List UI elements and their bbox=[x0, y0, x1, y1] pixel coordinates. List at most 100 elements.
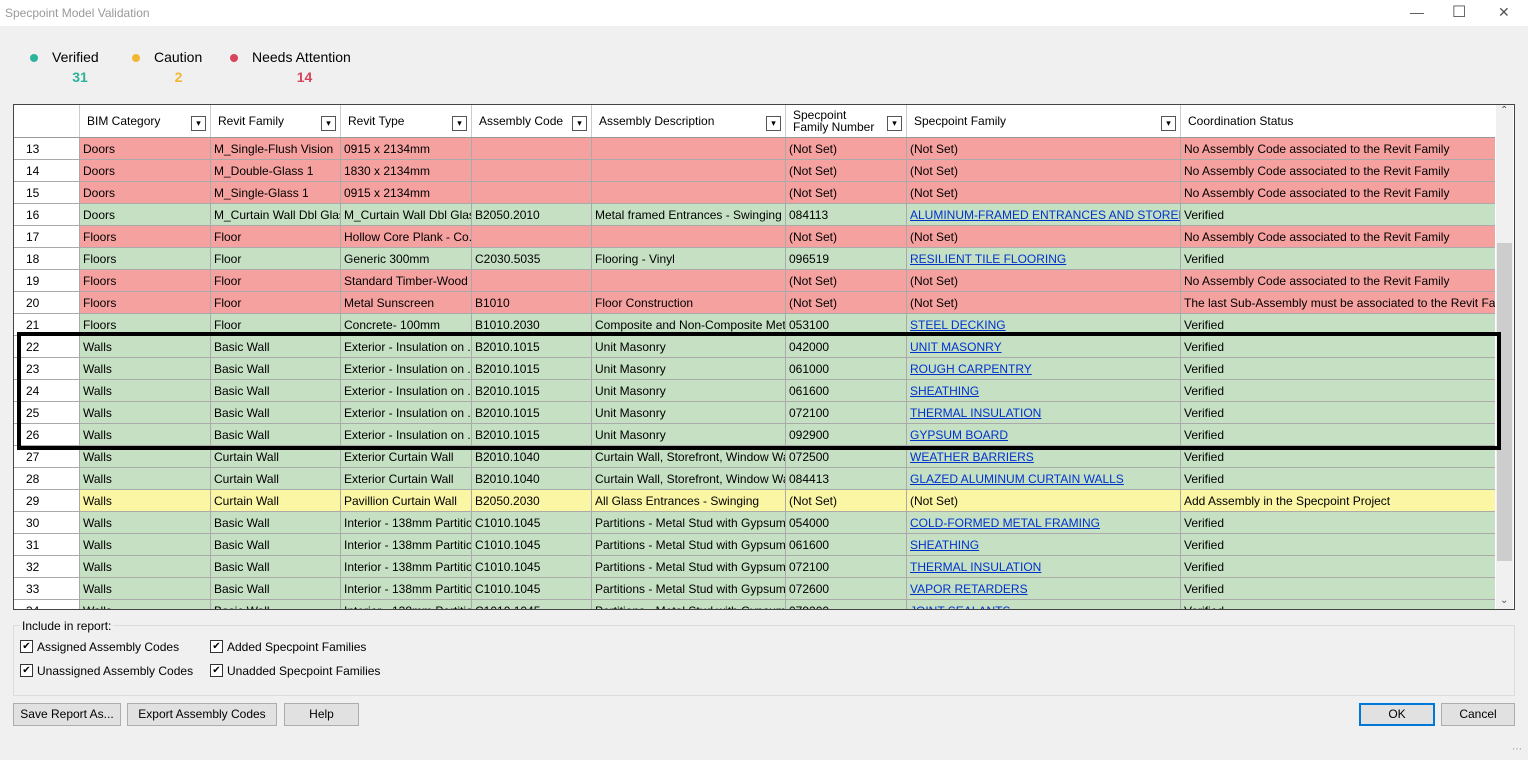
table-cell: M_Curtain Wall Dbl Glass bbox=[340, 203, 472, 226]
table-cell: Floors bbox=[79, 291, 211, 314]
family-link[interactable]: RESILIENT TILE FLOORING bbox=[910, 251, 1067, 266]
family-link[interactable]: JOINT SEALANTS bbox=[910, 604, 1010, 610]
table-cell: GLAZED ALUMINUM CURTAIN WALLS bbox=[906, 467, 1181, 490]
family-link[interactable]: ALUMINUM-FRAMED ENTRANCES AND STOREF... bbox=[910, 207, 1181, 222]
table-cell: Verified bbox=[1180, 555, 1495, 578]
button[interactable]: Help bbox=[284, 703, 359, 726]
table-cell: Unit Masonry bbox=[591, 423, 786, 446]
maximize-button[interactable]: ☐ bbox=[1452, 4, 1467, 21]
table-cell: Verified bbox=[1180, 577, 1495, 600]
table-cell bbox=[471, 137, 592, 160]
table-cell: Concrete- 100mm bbox=[340, 313, 472, 336]
family-link[interactable]: COLD-FORMED METAL FRAMING bbox=[910, 515, 1101, 530]
table-cell: M_Double-Glass 1 bbox=[210, 159, 341, 182]
family-link[interactable]: SHEATHING bbox=[910, 383, 980, 398]
table-row: 33 Walls Basic Wall Interior - 138mm Partit… bbox=[14, 577, 1495, 600]
row-number: 13 bbox=[14, 137, 80, 160]
table-cell: Interior - 138mm Partitio... bbox=[340, 511, 472, 534]
filter-dropdown[interactable]: ▾ bbox=[572, 116, 587, 131]
checkbox[interactable]: ✔ bbox=[20, 664, 33, 677]
table-cell: Exterior - Insulation on ... bbox=[340, 401, 472, 424]
title-bar: Specpoint Model Validation — ☐ ✕ bbox=[0, 0, 1528, 26]
table-cell: Exterior - Insulation on ... bbox=[340, 423, 472, 446]
family-link[interactable]: SHEATHING bbox=[910, 537, 980, 552]
table-cell: No Assembly Code associated to the Revit… bbox=[1180, 181, 1495, 204]
table-row: 16 Doors M_Curtain Wall Dbl Glass M_Curtain… bbox=[14, 203, 1495, 226]
table-cell: Curtain Wall, Storefront, Window Wall bbox=[591, 445, 786, 468]
table-cell: VAPOR RETARDERS bbox=[906, 577, 1181, 600]
table-row: 13 Doors M_Single-Flush Vision 0915 x 2134m… bbox=[14, 137, 1495, 160]
table-cell: M_Curtain Wall Dbl Glass bbox=[210, 203, 341, 226]
table-cell: Generic 300mm bbox=[340, 247, 472, 270]
table-cell: Basic Wall bbox=[210, 379, 341, 402]
minimize-button[interactable]: — bbox=[1410, 4, 1424, 20]
table-cell: No Assembly Code associated to the Revit… bbox=[1180, 269, 1495, 292]
button[interactable]: OK bbox=[1359, 703, 1435, 726]
table-cell: Metal framed Entrances - Swinging bbox=[591, 203, 786, 226]
resize-grip: ⋯ bbox=[1512, 744, 1522, 755]
row-number: 24 bbox=[14, 379, 80, 402]
table-cell: Exterior Curtain Wall bbox=[340, 467, 472, 490]
scroll-thumb[interactable] bbox=[1497, 243, 1512, 561]
table-cell: Verified bbox=[1180, 423, 1495, 446]
family-link[interactable]: UNIT MASONRY bbox=[910, 339, 1002, 354]
table-cell: Add Assembly in the Specpoint Project bbox=[1180, 489, 1495, 512]
table-cell bbox=[591, 181, 786, 204]
family-link[interactable]: GLAZED ALUMINUM CURTAIN WALLS bbox=[910, 471, 1124, 486]
checkbox[interactable]: ✔ bbox=[210, 640, 223, 653]
checkbox[interactable]: ✔ bbox=[20, 640, 33, 653]
scroll-down[interactable]: ⌄ bbox=[1500, 595, 1509, 606]
table-cell: COLD-FORMED METAL FRAMING bbox=[906, 511, 1181, 534]
table-cell: Floors bbox=[79, 247, 211, 270]
row-number: 34 bbox=[14, 599, 80, 609]
column-header bbox=[14, 105, 80, 138]
filter-dropdown[interactable]: ▾ bbox=[452, 116, 467, 131]
close-button[interactable]: ✕ bbox=[1498, 4, 1510, 20]
checkbox[interactable]: ✔ bbox=[210, 664, 223, 677]
table-cell: Interior - 138mm Partitio... bbox=[340, 577, 472, 600]
family-link[interactable]: VAPOR RETARDERS bbox=[910, 581, 1028, 596]
family-link[interactable]: THERMAL INSULATION bbox=[910, 405, 1042, 420]
table-cell: ROUGH CARPENTRY bbox=[906, 357, 1181, 380]
column-header: Revit Type ▾ bbox=[340, 105, 472, 138]
table-cell: Verified bbox=[1180, 401, 1495, 424]
table-cell: (Not Set) bbox=[906, 181, 1181, 204]
table-cell: Doors bbox=[79, 159, 211, 182]
filter-dropdown[interactable]: ▾ bbox=[321, 116, 336, 131]
filter-dropdown[interactable]: ▾ bbox=[191, 116, 206, 131]
status-dot bbox=[230, 54, 238, 62]
table-cell: Floors bbox=[79, 225, 211, 248]
table-cell: Floor bbox=[210, 225, 341, 248]
table-cell: ALUMINUM-FRAMED ENTRANCES AND STOREF... bbox=[906, 203, 1181, 226]
table-cell: 072500 bbox=[785, 445, 907, 468]
button[interactable]: Cancel bbox=[1441, 703, 1515, 726]
filter-dropdown[interactable]: ▾ bbox=[766, 116, 781, 131]
table-cell: Unit Masonry bbox=[591, 401, 786, 424]
filter-dropdown[interactable]: ▾ bbox=[887, 116, 902, 131]
button[interactable]: Export Assembly Codes bbox=[127, 703, 277, 726]
table-cell: Basic Wall bbox=[210, 555, 341, 578]
status-count: 14 bbox=[296, 69, 313, 85]
family-link[interactable]: THERMAL INSULATION bbox=[910, 559, 1042, 574]
family-link[interactable]: GYPSUM BOARD bbox=[910, 427, 1009, 442]
row-number: 26 bbox=[14, 423, 80, 446]
scroll-up[interactable]: ⌃ bbox=[1500, 105, 1509, 116]
table-cell: Walls bbox=[79, 379, 211, 402]
table-cell: 079200 bbox=[785, 599, 907, 609]
family-link[interactable]: ROUGH CARPENTRY bbox=[910, 361, 1032, 376]
row-number: 29 bbox=[14, 489, 80, 512]
row-number: 18 bbox=[14, 247, 80, 270]
checkbox-label: Assigned Assembly Codes bbox=[37, 640, 180, 654]
filter-dropdown[interactable]: ▾ bbox=[1161, 116, 1176, 131]
family-link[interactable]: STEEL DECKING bbox=[910, 317, 1006, 332]
column-header: Revit Family ▾ bbox=[210, 105, 341, 138]
table-cell: M_Single-Glass 1 bbox=[210, 181, 341, 204]
table-cell: 092900 bbox=[785, 423, 907, 446]
table-cell: Verified bbox=[1180, 467, 1495, 490]
table-cell: Verified bbox=[1180, 357, 1495, 380]
button[interactable]: Save Report As... bbox=[13, 703, 121, 726]
table-cell: Walls bbox=[79, 555, 211, 578]
table-row: 29 Walls Curtain Wall Pavillion Curtain Wal… bbox=[14, 489, 1495, 512]
family-link[interactable]: WEATHER BARRIERS bbox=[910, 449, 1034, 464]
